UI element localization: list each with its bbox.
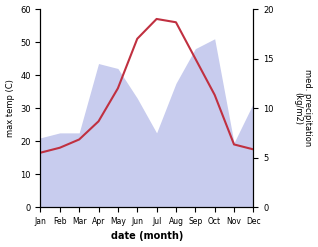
Y-axis label: med. precipitation
(kg/m2): med. precipitation (kg/m2)	[293, 69, 313, 147]
X-axis label: date (month): date (month)	[111, 231, 183, 242]
Y-axis label: max temp (C): max temp (C)	[5, 79, 15, 137]
